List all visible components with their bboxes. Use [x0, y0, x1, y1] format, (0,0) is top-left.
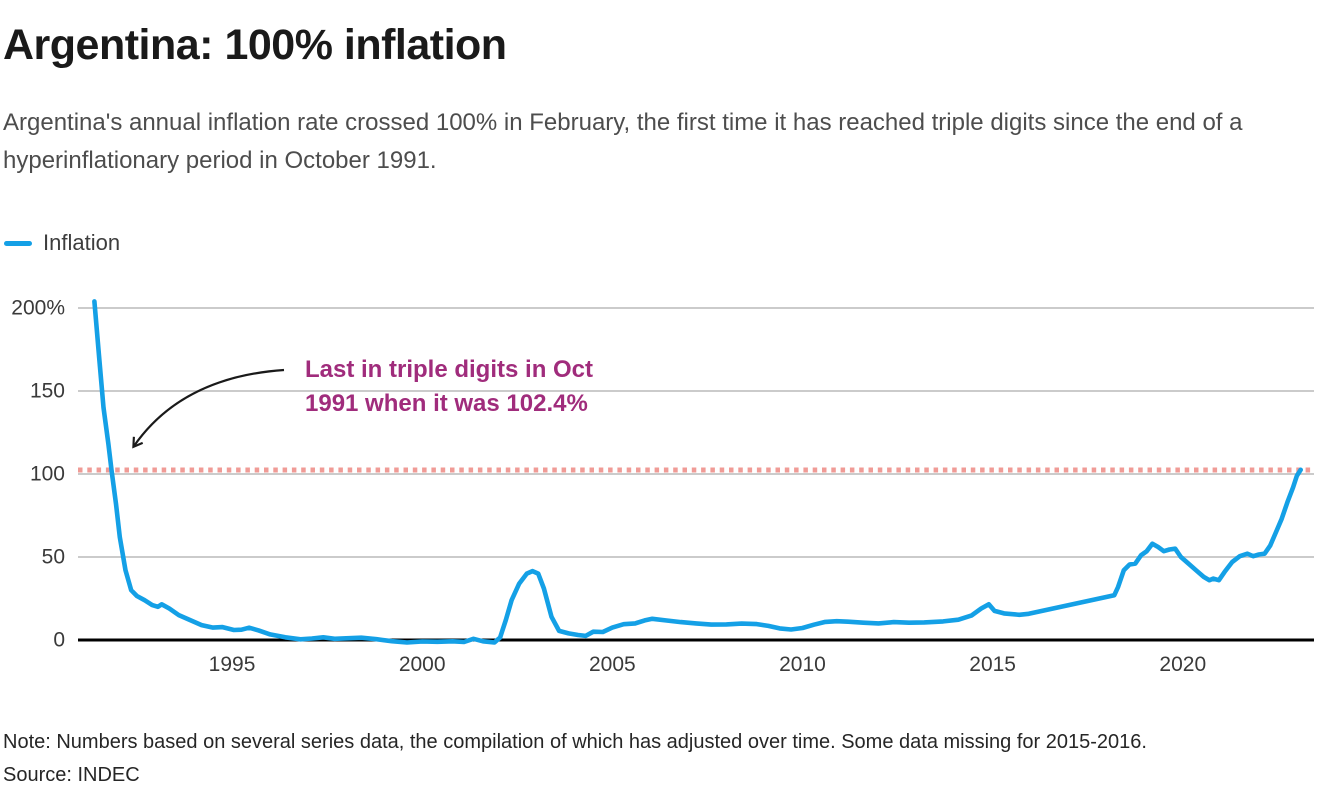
- gridlines-layer: [78, 307, 1314, 642]
- y-tick-label: 100: [30, 463, 65, 486]
- y-tick-label: 50: [42, 546, 65, 569]
- x-tick-label: 2000: [399, 653, 446, 676]
- source-line: Source: INDEC: [3, 764, 140, 786]
- inflation-line-chart: 200% 150 100 50 0 1995 2000 2005 2010 2015 2020: [11, 297, 1314, 676]
- y-tick-label: 150: [30, 380, 65, 403]
- x-tick-label: 1995: [209, 653, 256, 676]
- x-axis-labels: 1995 2000 2005 2010 2015 2020: [209, 653, 1206, 676]
- page-title: Argentina: 100% inflation: [3, 21, 507, 69]
- y-tick-label: 200%: [11, 297, 65, 320]
- series-layer: [92, 299, 1303, 645]
- y-tick-label: 0: [53, 629, 65, 652]
- x-tick-label: 2015: [969, 653, 1016, 676]
- x-tick-label: 2010: [779, 653, 826, 676]
- annotation-callout: Last in triple digits in Oct 1991 when i…: [305, 353, 593, 421]
- y-axis-labels: 200% 150 100 50 0: [11, 297, 65, 652]
- legend-label: Inflation: [43, 230, 121, 255]
- annotation-line2: 1991 when it was 102.4%: [305, 390, 588, 417]
- x-tick-label: 2005: [589, 653, 636, 676]
- chart-subtitle: Argentina's annual inflation rate crosse…: [3, 109, 1243, 174]
- annotation-arrow: [132, 368, 285, 449]
- annotation-line1: Last in triple digits in Oct: [305, 356, 594, 383]
- x-tick-label: 2020: [1159, 653, 1206, 676]
- legend-line-swatch: [4, 240, 32, 246]
- legend: Inflation: [4, 230, 120, 256]
- footnote: Note: Numbers based on several series da…: [3, 731, 1147, 753]
- inflation-line: [92, 299, 1303, 645]
